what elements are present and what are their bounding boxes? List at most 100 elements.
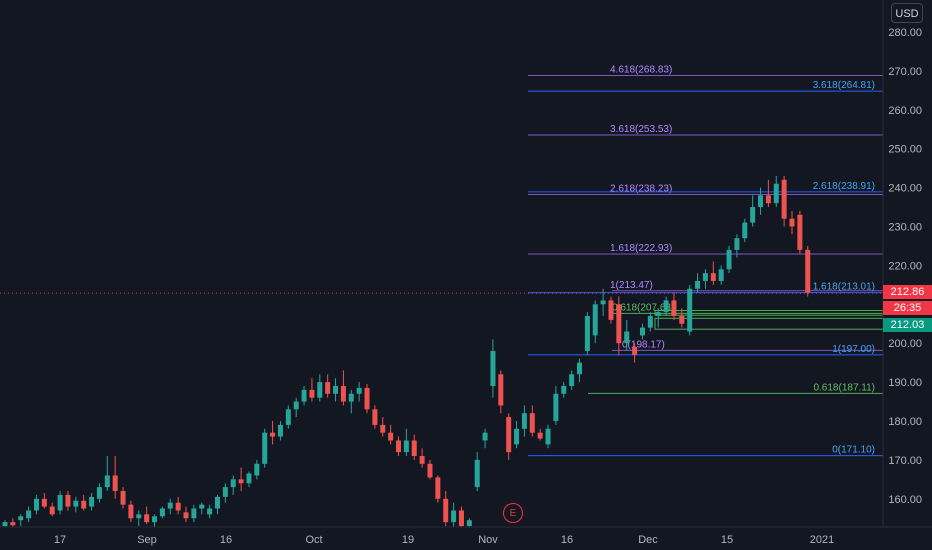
candle-body bbox=[647, 315, 653, 328]
candle bbox=[482, 428, 488, 449]
candle-body bbox=[18, 516, 24, 521]
candle bbox=[427, 459, 433, 480]
candle-body bbox=[529, 413, 535, 433]
candle bbox=[734, 234, 740, 258]
candle bbox=[419, 448, 425, 468]
candle bbox=[49, 502, 55, 517]
candle bbox=[112, 456, 118, 499]
fib-level-label: 1(213.47) bbox=[610, 280, 653, 291]
candle-body bbox=[73, 500, 79, 507]
fib-level-label: 0(198.17) bbox=[622, 339, 665, 350]
time-axis-tick: 16 bbox=[561, 534, 573, 546]
candle bbox=[348, 389, 354, 414]
candle bbox=[128, 500, 134, 523]
candle bbox=[309, 378, 315, 402]
candle-body bbox=[639, 327, 645, 336]
time-axis-tick: 19 bbox=[402, 534, 414, 546]
candle bbox=[537, 428, 543, 441]
candle-body bbox=[537, 432, 543, 439]
candle-body bbox=[789, 218, 795, 227]
candle-body bbox=[325, 382, 331, 394]
candle-body bbox=[584, 315, 590, 351]
candle bbox=[340, 370, 346, 406]
candle-body bbox=[451, 510, 457, 523]
candle bbox=[159, 506, 165, 519]
candle-body bbox=[120, 491, 126, 505]
candle-body bbox=[230, 479, 236, 488]
candle bbox=[529, 405, 535, 437]
candle-body bbox=[10, 522, 16, 526]
candle-body bbox=[309, 389, 315, 398]
candle bbox=[364, 384, 370, 414]
candle-body bbox=[466, 520, 472, 527]
candle-body bbox=[569, 374, 575, 386]
candle-body bbox=[781, 179, 787, 219]
candle-body bbox=[726, 249, 732, 270]
candle-body bbox=[750, 207, 756, 223]
time-axis-tick: Nov bbox=[478, 534, 498, 546]
candle bbox=[222, 483, 228, 503]
currency-button[interactable]: USD bbox=[891, 3, 923, 23]
candle bbox=[246, 471, 252, 488]
candle-body bbox=[514, 428, 520, 445]
candle bbox=[758, 187, 764, 215]
candle bbox=[789, 210, 795, 235]
price-axis-tick: 220.00 bbox=[888, 260, 922, 272]
candle bbox=[577, 358, 583, 383]
fib-level-label: 2.618(238.91) bbox=[813, 181, 875, 192]
candle-body bbox=[758, 195, 764, 208]
candle bbox=[104, 456, 110, 492]
candle-body bbox=[136, 514, 142, 519]
candle-body bbox=[191, 508, 197, 519]
candle-body bbox=[671, 300, 677, 316]
candle bbox=[230, 475, 236, 495]
candle-body bbox=[41, 498, 47, 507]
candle-body bbox=[474, 459, 480, 488]
candle-body bbox=[419, 456, 425, 464]
candle-body bbox=[33, 498, 39, 511]
candle bbox=[411, 434, 417, 460]
candle bbox=[57, 491, 63, 515]
candle-body bbox=[521, 413, 527, 429]
candle bbox=[647, 312, 653, 332]
candle bbox=[616, 296, 622, 355]
candle-body bbox=[348, 393, 354, 402]
candle-body bbox=[742, 222, 748, 239]
candle bbox=[144, 506, 150, 525]
candle bbox=[569, 370, 575, 390]
candle-body bbox=[805, 249, 811, 293]
candle-body bbox=[773, 183, 779, 204]
candle bbox=[702, 269, 708, 289]
candle-body bbox=[183, 512, 189, 519]
candle-body bbox=[388, 432, 394, 441]
candle-body bbox=[57, 494, 63, 511]
candle-body bbox=[2, 522, 8, 527]
candle bbox=[592, 300, 598, 344]
fib-level-label: 2.618(238.23) bbox=[610, 183, 672, 194]
price-axis-tick: 170.00 bbox=[888, 455, 922, 467]
fib-level-label: 0(171.10) bbox=[832, 445, 875, 456]
time-axis-tick: Sep bbox=[137, 534, 157, 546]
time-axis[interactable]: 17 Sep 16 Oct 19 Nov 16 Dec 15 2021 bbox=[54, 534, 834, 546]
time-axis-tick: 15 bbox=[721, 534, 733, 546]
candle-body bbox=[616, 304, 622, 344]
candle bbox=[781, 175, 787, 227]
candle-body bbox=[655, 312, 661, 316]
candle-body bbox=[577, 362, 583, 375]
candle-body bbox=[49, 506, 55, 515]
candle-body bbox=[702, 273, 708, 281]
candle-body bbox=[403, 440, 409, 453]
price-axis-background bbox=[883, 0, 932, 527]
candle-body bbox=[152, 516, 158, 523]
candle bbox=[639, 323, 645, 340]
candle-body bbox=[214, 496, 220, 509]
candle-body bbox=[797, 214, 803, 250]
candle bbox=[388, 424, 394, 445]
candle bbox=[26, 506, 32, 523]
candle-body bbox=[246, 473, 252, 484]
candle-body bbox=[317, 382, 323, 398]
earnings-marker-icon[interactable]: E bbox=[503, 503, 523, 523]
candle bbox=[301, 385, 307, 406]
candle-body bbox=[104, 475, 110, 488]
